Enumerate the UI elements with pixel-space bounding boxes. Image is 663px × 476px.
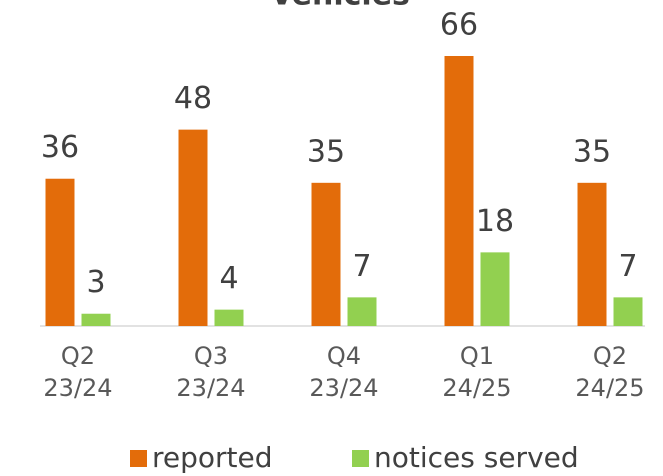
data-label: 66 — [440, 8, 478, 43]
legend-swatch — [130, 450, 147, 467]
x-tick-label: Q4 23/24 — [309, 342, 379, 402]
data-label: 36 — [41, 130, 79, 165]
data-label: 7 — [618, 249, 637, 284]
data-label: 35 — [573, 134, 611, 169]
data-label: 35 — [307, 134, 345, 169]
bar — [178, 129, 208, 326]
x-tick-label: Q2 23/24 — [43, 342, 113, 402]
x-tick-label: Q3 23/24 — [176, 342, 246, 402]
bar — [444, 56, 474, 326]
chart-title: Vehicles — [270, 0, 410, 13]
legend-swatch — [352, 450, 369, 467]
bar — [347, 297, 377, 326]
x-tick-label: Q2 24/25 — [575, 342, 645, 402]
data-label: 18 — [476, 204, 514, 239]
x-tick-label: Q1 24/25 — [442, 342, 512, 402]
data-label: 4 — [219, 261, 238, 296]
legend-label: reported — [152, 441, 273, 474]
data-label: 48 — [174, 81, 212, 116]
bar — [577, 182, 607, 326]
bar — [480, 252, 510, 326]
data-label: 7 — [352, 249, 371, 284]
bar — [214, 309, 244, 326]
legend-label: notices served — [374, 441, 579, 474]
bar — [81, 313, 111, 326]
data-label: 3 — [86, 265, 105, 300]
bar — [45, 178, 75, 326]
bar — [311, 182, 341, 326]
bar — [613, 297, 643, 326]
